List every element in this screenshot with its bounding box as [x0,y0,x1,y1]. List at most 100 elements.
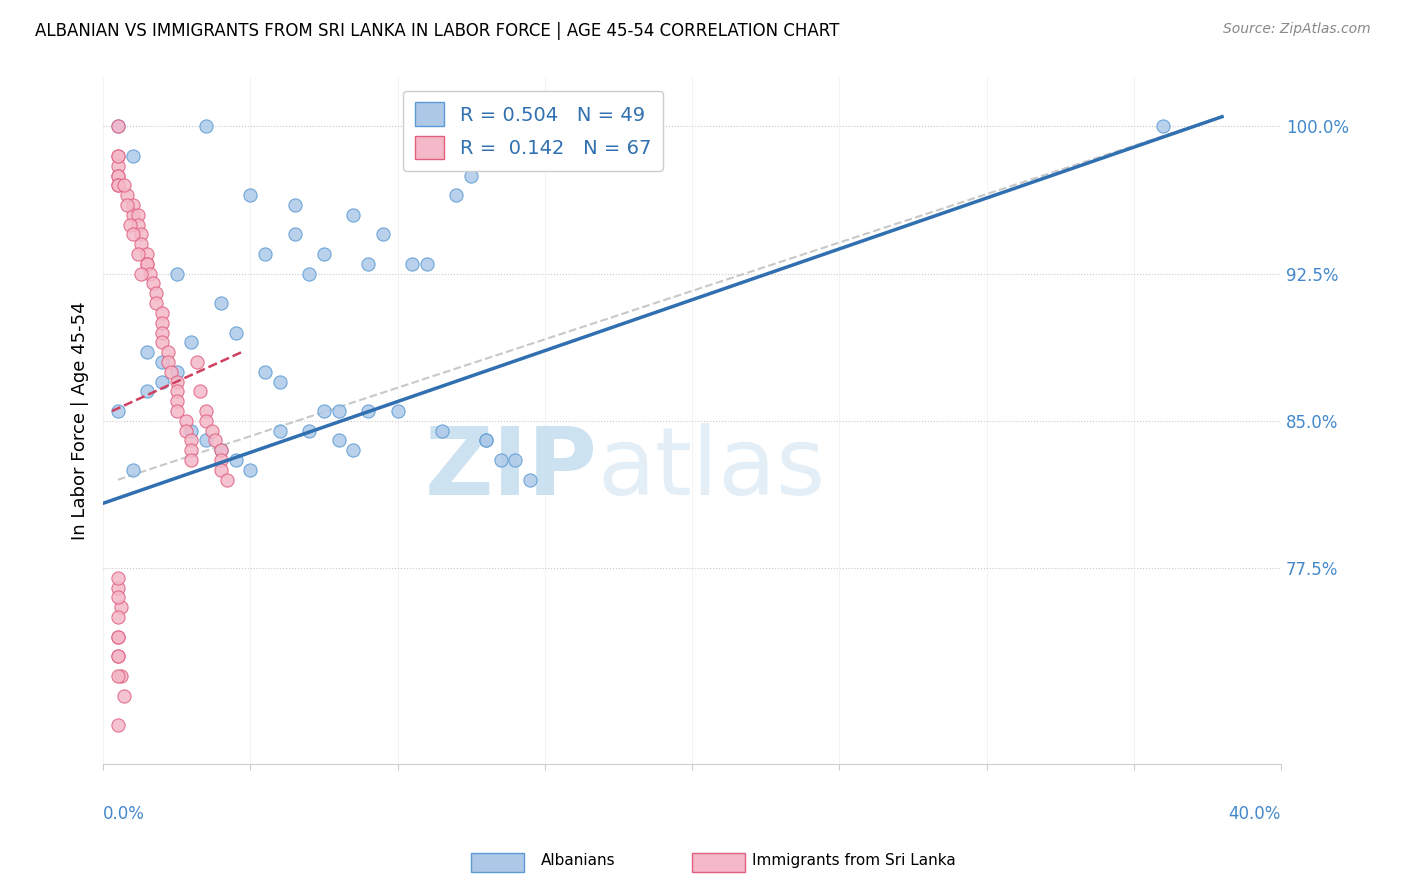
Text: Source: ZipAtlas.com: Source: ZipAtlas.com [1223,22,1371,37]
Point [188,384,211,399]
Point [186,355,208,369]
Legend: R = 0.504   N = 49, R =  0.142   N = 67: R = 0.504 N = 49, R = 0.142 N = 67 [404,91,662,171]
Point [121,227,143,242]
Point [121,149,143,163]
Point [166,404,188,418]
Point [110,600,132,615]
Point [254,247,277,261]
Point [174,424,197,438]
Point [107,591,129,605]
Point [180,443,202,458]
Point [131,227,153,242]
Point [121,198,143,212]
Point [195,414,218,428]
Point [180,335,202,350]
Point [107,149,129,163]
Point [107,630,129,644]
Point [156,355,179,369]
Point [150,306,173,320]
Point [195,404,218,418]
Point [150,375,173,389]
Point [136,247,159,261]
Text: Immigrants from Sri Lanka: Immigrants from Sri Lanka [752,854,956,868]
Point [371,227,394,242]
Point [269,424,291,438]
Point [150,326,173,340]
Point [107,649,129,664]
Point [150,335,173,350]
Point [283,227,305,242]
Point [112,689,135,703]
Point [475,434,498,448]
Text: ZIP: ZIP [425,423,598,515]
Point [209,296,232,310]
Point [446,188,468,202]
Point [195,434,218,448]
Point [107,718,129,732]
Point [136,384,159,399]
Point [118,218,141,232]
Point [460,169,482,183]
Point [107,404,129,418]
Point [239,188,262,202]
Point [209,443,232,458]
Point [131,237,153,252]
Point [283,198,305,212]
Point [430,424,453,438]
Point [160,365,183,379]
Point [209,453,232,467]
Point [519,473,541,487]
Point [416,257,439,271]
Point [145,296,167,310]
Point [150,355,173,369]
Point [115,188,138,202]
Point [239,463,262,477]
Point [107,169,129,183]
Point [150,316,173,330]
Point [174,414,197,428]
Point [357,404,380,418]
Point [342,443,364,458]
Point [215,473,238,487]
Point [107,630,129,644]
Point [180,434,202,448]
Point [387,404,409,418]
Text: Albanians: Albanians [541,854,616,868]
Point [142,277,165,291]
Y-axis label: In Labor Force | Age 45-54: In Labor Force | Age 45-54 [72,301,89,541]
Point [127,208,149,222]
Point [127,247,149,261]
Point [131,267,153,281]
Point [107,649,129,664]
Text: ALBANIAN VS IMMIGRANTS FROM SRI LANKA IN LABOR FORCE | AGE 45-54 CORRELATION CHA: ALBANIAN VS IMMIGRANTS FROM SRI LANKA IN… [35,22,839,40]
Point [342,208,364,222]
Point [112,178,135,193]
Point [107,120,129,134]
Point [107,571,129,585]
Point [298,267,321,281]
Point [269,375,291,389]
Point [180,453,202,467]
Point [166,394,188,409]
Point [107,669,129,683]
Point [166,365,188,379]
Point [107,178,129,193]
Text: atlas: atlas [598,423,827,515]
Point [312,247,335,261]
Point [107,159,129,173]
Point [328,434,350,448]
Point [195,120,218,134]
Text: 0.0%: 0.0% [103,805,145,823]
Point [107,149,129,163]
Point [475,434,498,448]
Point [505,453,527,467]
Point [180,424,202,438]
Point [136,345,159,359]
Point [136,257,159,271]
Point [136,257,159,271]
Point [254,365,277,379]
Point [166,384,188,399]
Point [225,326,247,340]
Point [145,286,167,301]
Point [107,120,129,134]
